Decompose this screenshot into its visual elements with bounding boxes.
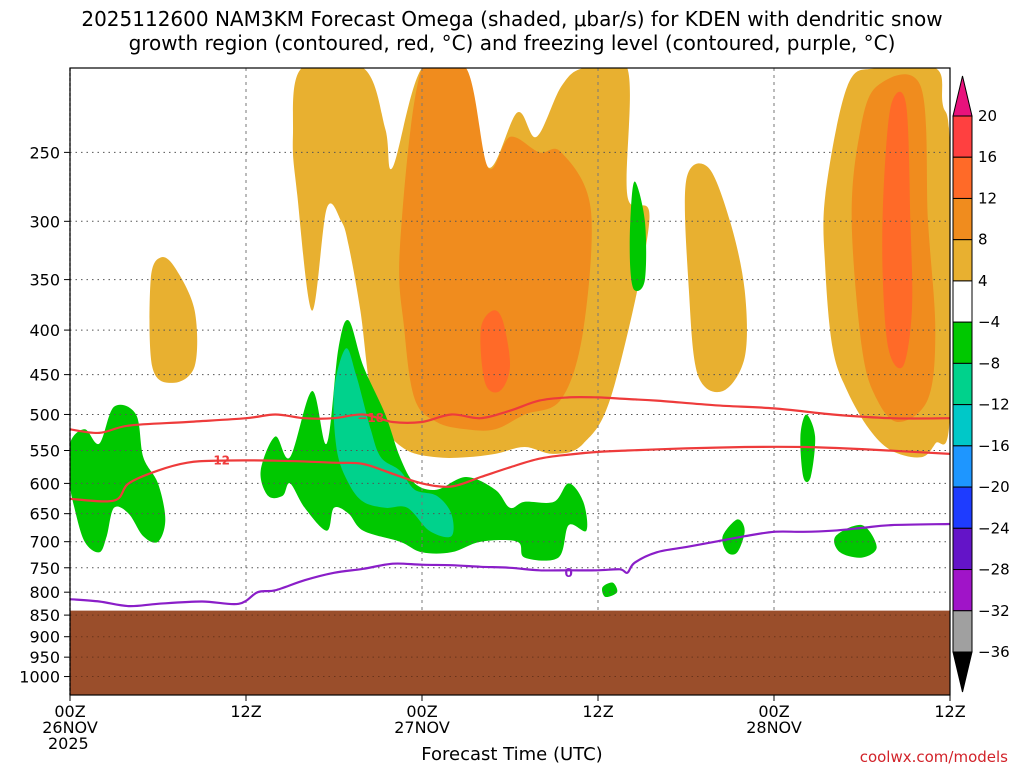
chart-title-line1: 2025112600 NAM3KM Forecast Omega (shaded…	[81, 7, 943, 31]
colorbar-label: −12	[978, 396, 1010, 414]
x-axis-label: Forecast Time (UTC)	[421, 744, 603, 765]
y-tick-label: 900	[29, 628, 60, 647]
x-tick-label: 12Z	[582, 702, 613, 721]
credit-link[interactable]: coolwx.com/models	[859, 748, 1008, 766]
colorbar-label: 16	[978, 148, 997, 166]
colorbar-bin	[952, 404, 973, 447]
colorbar-bin	[952, 610, 973, 653]
colorbar-bin	[952, 239, 973, 282]
x-tick-label: 00Z	[758, 702, 789, 721]
colorbar-label: 4	[978, 272, 988, 290]
omega-fill-ascent-early	[149, 256, 198, 383]
y-tick-label: 750	[29, 559, 60, 578]
x-tick-label: 00Z	[54, 702, 85, 721]
contour-label-freezing-level: 0	[564, 566, 572, 580]
colorbar-label: −32	[978, 602, 1010, 620]
y-tick-label: 250	[29, 143, 60, 162]
colorbar-bin	[952, 197, 973, 241]
contour-dgz-minus18	[70, 396, 950, 435]
colorbar-label: −16	[978, 437, 1010, 455]
colorbar-label: −20	[978, 478, 1010, 496]
colorbar-label: −24	[978, 519, 1010, 537]
contour-label-dgz-minus12: −12	[203, 454, 230, 468]
y-tick-label: 650	[29, 505, 60, 524]
omega-fill-descent-speck-3	[722, 519, 745, 555]
colorbar-label: 20	[978, 107, 997, 125]
omega-fill-descent-speck-2	[800, 414, 816, 483]
colorbar-label: 12	[978, 189, 997, 207]
contour-dgz-minus12	[70, 445, 950, 503]
contour-freezing-level	[70, 522, 950, 608]
y-tick-label: 550	[29, 442, 60, 461]
colorbar-bin	[952, 156, 973, 199]
y-tick-label: 450	[29, 366, 60, 385]
y-tick-label: 300	[29, 212, 60, 231]
y-tick-label: 850	[29, 606, 60, 625]
x-tick-label: 26NOV	[42, 718, 98, 737]
plot-frame	[69, 67, 951, 696]
omega-fill-ascent-main-12	[480, 310, 511, 393]
contour-label-dgz-minus18: −18	[357, 411, 384, 425]
y-tick-label: 400	[29, 321, 60, 340]
x-tick-label: 2025	[48, 734, 89, 753]
omega-fill-ascent-mid	[684, 163, 747, 393]
y-tick-label: 500	[29, 405, 60, 424]
omega-fill-descent-speck-5	[602, 582, 618, 598]
y-tick-label: 950	[29, 648, 60, 667]
omega-fill-descent-speck-4	[834, 524, 877, 558]
omega-fill-descent-main-8	[333, 348, 454, 538]
x-tick-label: 00Z	[406, 702, 437, 721]
omega-fill-ascent-late-12	[882, 91, 913, 369]
colorbar-arrow-top	[952, 75, 973, 117]
omega-fill-descent-speck-1	[629, 181, 647, 292]
colorbar-label: −36	[978, 643, 1010, 661]
colorbar-arrow-bottom	[952, 651, 973, 693]
colorbar-label: 8	[978, 231, 988, 249]
omega-fill-ascent-main-8	[399, 68, 592, 431]
colorbar-bin	[952, 115, 973, 158]
colorbar-label: −28	[978, 561, 1010, 579]
y-tick-label: 700	[29, 533, 60, 552]
y-tick-label: 600	[29, 474, 60, 493]
colorbar-bin	[952, 321, 973, 364]
y-tick-label: 350	[29, 271, 60, 290]
colorbar-label: −4	[978, 313, 1000, 331]
colorbar-bin	[952, 569, 973, 612]
x-tick-label: 12Z	[230, 702, 261, 721]
x-tick-label: 27NOV	[394, 718, 450, 737]
colorbar-bin	[952, 527, 973, 571]
omega-fill-descent-early	[70, 404, 166, 553]
y-tick-label: 1000	[19, 668, 60, 687]
y-tick-label: 800	[29, 583, 60, 602]
x-tick-label: 28NOV	[746, 718, 802, 737]
ground-fill	[70, 610, 950, 695]
colorbar-bin	[952, 486, 973, 529]
colorbar-bin	[952, 362, 973, 406]
x-tick-label: 12Z	[934, 702, 965, 721]
colorbar-bin	[952, 445, 973, 488]
chart-title-line2: growth region (contoured, red, °C) and f…	[128, 31, 896, 55]
colorbar-bin	[952, 280, 973, 323]
colorbar-label: −8	[978, 354, 1000, 372]
